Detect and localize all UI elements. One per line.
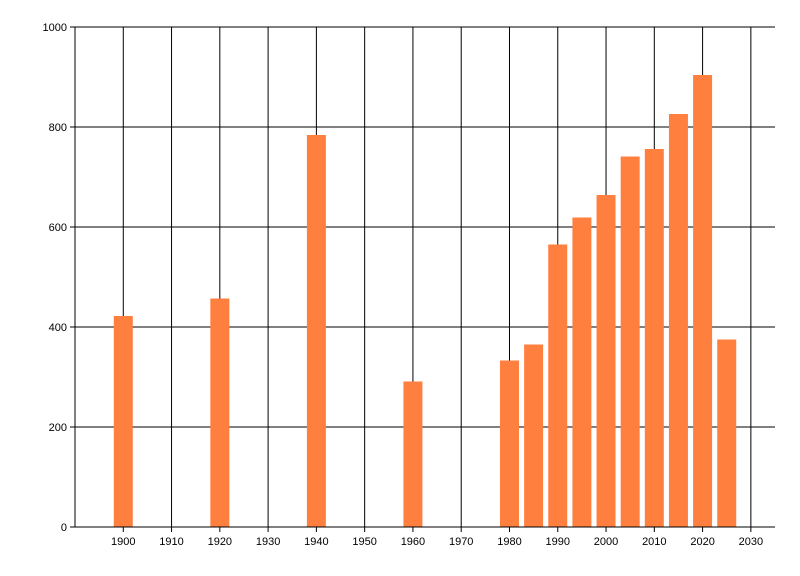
x-tick-label: 1940 (304, 536, 328, 548)
x-tick-label: 1990 (546, 536, 570, 548)
bar (668, 114, 688, 527)
y-tick-label: 200 (49, 422, 67, 434)
y-tick-label: 400 (49, 322, 67, 334)
x-tick-label: 1910 (159, 536, 183, 548)
bar (693, 75, 713, 527)
bar (620, 156, 640, 527)
bar (403, 381, 423, 527)
bar (644, 149, 664, 527)
x-tick-label: 2000 (594, 536, 618, 548)
x-tick-label: 1960 (401, 536, 425, 548)
x-tick-label: 2030 (739, 536, 763, 548)
x-tick-label: 1900 (111, 536, 135, 548)
y-axis-ticks: 0 200 400 600 800 1000 (43, 22, 75, 534)
bar (572, 217, 592, 527)
bar (548, 244, 568, 527)
bar (717, 339, 737, 527)
y-tick-label: 600 (49, 222, 67, 234)
bar (113, 316, 133, 527)
bar (499, 360, 519, 527)
bar (524, 344, 544, 527)
bar (306, 135, 326, 527)
x-tick-label: 2010 (642, 536, 666, 548)
y-tick-label: 800 (49, 122, 67, 134)
axes (74, 27, 775, 528)
x-tick-label: 1920 (208, 536, 232, 548)
x-tick-label: 1950 (352, 536, 376, 548)
bar (210, 298, 230, 527)
x-axis-ticks: 1900 1910 1920 1930 1940 1950 1960 1970 1980 1990… (111, 527, 763, 548)
bar (596, 195, 616, 527)
bars (113, 75, 737, 527)
y-tick-label: 0 (61, 522, 67, 534)
x-tick-label: 1970 (449, 536, 473, 548)
y-tick-label: 1000 (43, 22, 67, 34)
x-tick-label: 1980 (497, 536, 521, 548)
x-tick-label: 2020 (690, 536, 714, 548)
x-tick-label: 1930 (256, 536, 280, 548)
